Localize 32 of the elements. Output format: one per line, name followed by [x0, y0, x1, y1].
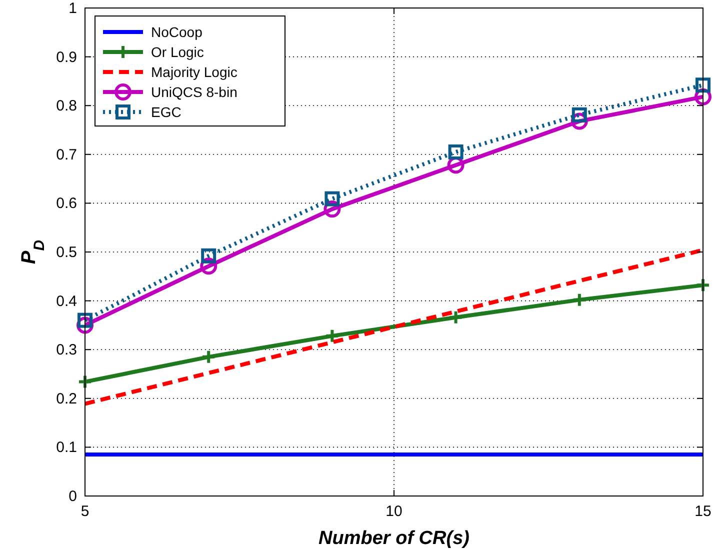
legend-label: EGC: [151, 104, 182, 120]
x-tick-label: 15: [694, 503, 712, 520]
point: [201, 349, 216, 364]
y-tick-label: 1: [68, 0, 77, 17]
y-tick-label: 0.5: [56, 244, 77, 261]
y-tick-label: 0.8: [56, 98, 77, 115]
point: [78, 312, 92, 328]
x-axis-title: Number of CR(s): [318, 528, 470, 549]
point: [572, 292, 587, 308]
y-tick-label: 0.9: [56, 48, 77, 66]
point: [448, 310, 464, 325]
x-tick-label: 5: [80, 503, 90, 520]
point: [448, 144, 464, 160]
point: [324, 191, 340, 206]
legend-label: NoCoop: [151, 24, 203, 40]
y-tick-label: 0.4: [56, 292, 77, 310]
point: [324, 328, 340, 344]
point: [572, 107, 587, 122]
y-tick-label: 0.2: [56, 390, 77, 408]
legend-label: Majority Logic: [151, 64, 238, 80]
point: [696, 278, 710, 293]
y-tick-label: 0.1: [56, 439, 77, 456]
y-tick-label: 0: [68, 488, 77, 505]
point: [78, 374, 92, 390]
y-tick-label: 0.7: [56, 146, 77, 164]
y-tick-label: 0.3: [56, 342, 77, 359]
point: [201, 248, 216, 264]
legend-label: UniQCS 8-bin: [151, 84, 238, 100]
y-tick-label: 0.6: [56, 195, 77, 212]
x-tick-label: 10: [386, 503, 402, 520]
legend-label: Or Logic: [151, 44, 204, 60]
point: [696, 78, 710, 93]
